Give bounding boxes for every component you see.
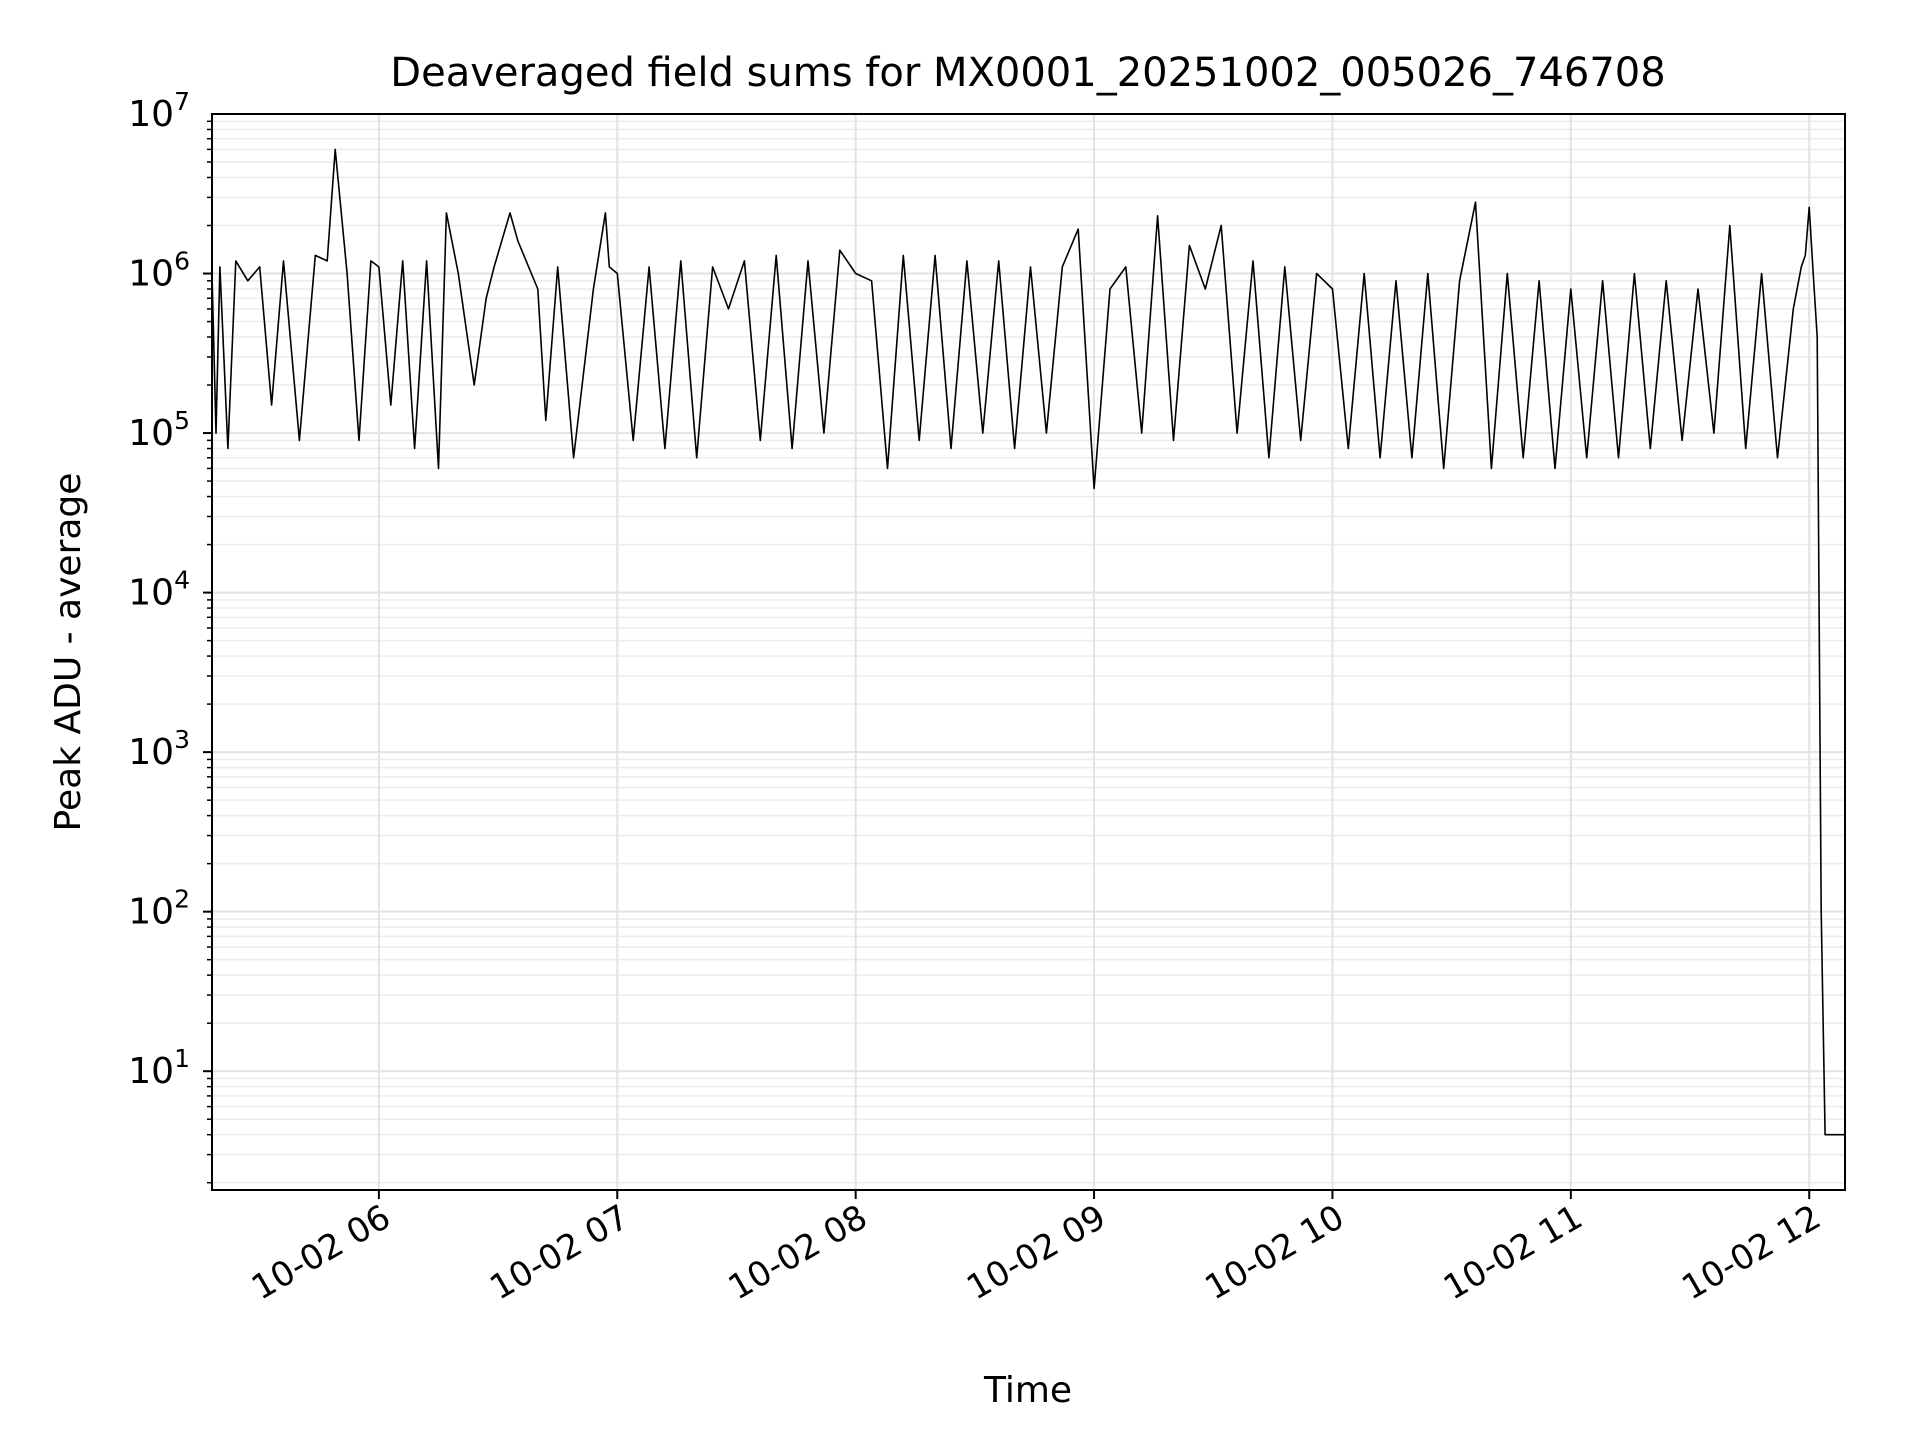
grid xyxy=(212,114,1845,1190)
y-tick-label: 104 xyxy=(128,566,190,614)
chart-title: Deaveraged field sums for MX0001_2025100… xyxy=(390,50,1665,96)
y-tick-label: 106 xyxy=(128,247,190,295)
y-tick-label: 103 xyxy=(128,725,190,773)
y-tick-label: 107 xyxy=(128,87,190,135)
plot-frame xyxy=(211,113,1846,1191)
y-tick-label: 102 xyxy=(128,885,190,933)
y-tick-label: 105 xyxy=(128,406,190,454)
y-tick-label: 101 xyxy=(128,1044,190,1092)
series-line xyxy=(211,148,1845,1136)
series-layer xyxy=(211,148,1845,1136)
y-axis-label: Peak ADU - average xyxy=(48,473,89,832)
x-axis-label: Time xyxy=(983,1370,1072,1411)
